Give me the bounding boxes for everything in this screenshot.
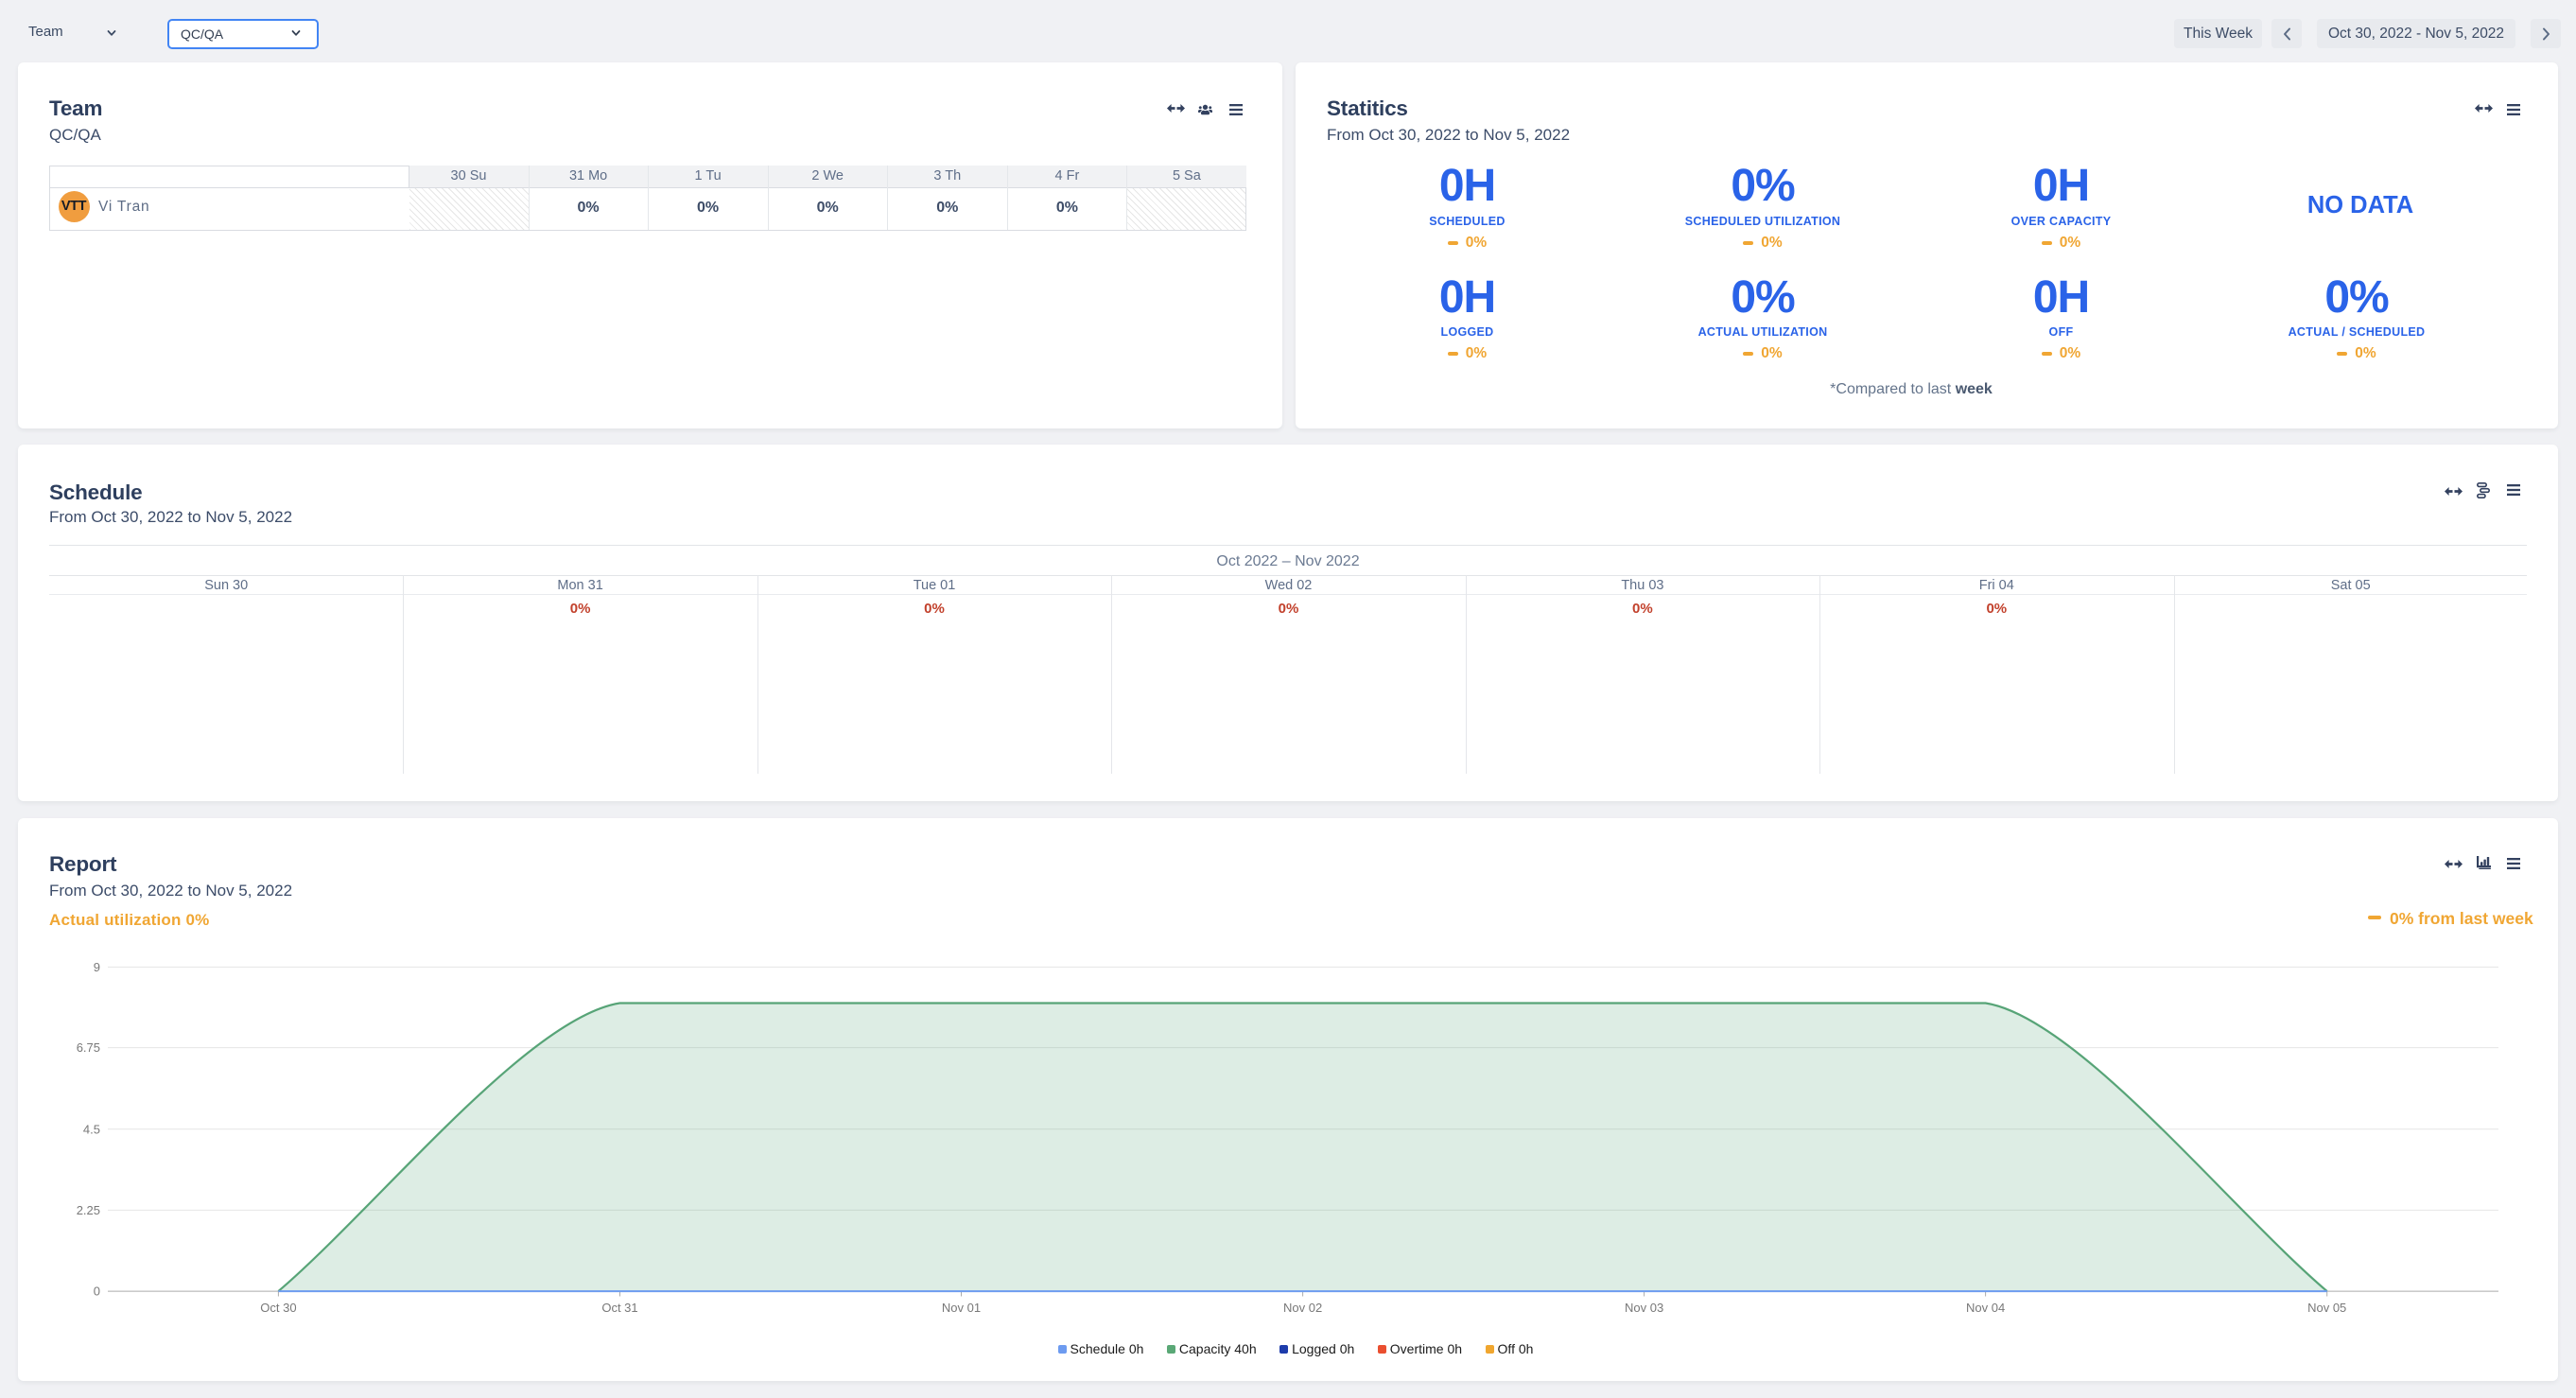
svg-text:0: 0 [94,1284,100,1299]
svg-text:4.5: 4.5 [83,1122,100,1136]
svg-text:Nov 04: Nov 04 [1966,1301,2005,1315]
svg-text:Nov 03: Nov 03 [1625,1301,1663,1315]
svg-text:Nov 02: Nov 02 [1283,1301,1322,1315]
svg-text:9: 9 [94,960,100,974]
svg-text:Nov 05: Nov 05 [2307,1301,2346,1315]
svg-text:Oct 30: Oct 30 [260,1301,296,1315]
svg-text:2.25: 2.25 [77,1203,100,1217]
svg-text:Nov 01: Nov 01 [942,1301,981,1315]
svg-text:Oct 31: Oct 31 [601,1301,637,1315]
svg-text:6.75: 6.75 [77,1040,100,1055]
